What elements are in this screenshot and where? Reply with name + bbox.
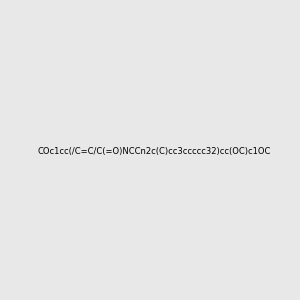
Text: COc1cc(/C=C/C(=O)NCCn2c(C)cc3ccccc32)cc(OC)c1OC: COc1cc(/C=C/C(=O)NCCn2c(C)cc3ccccc32)cc(… — [37, 147, 270, 156]
